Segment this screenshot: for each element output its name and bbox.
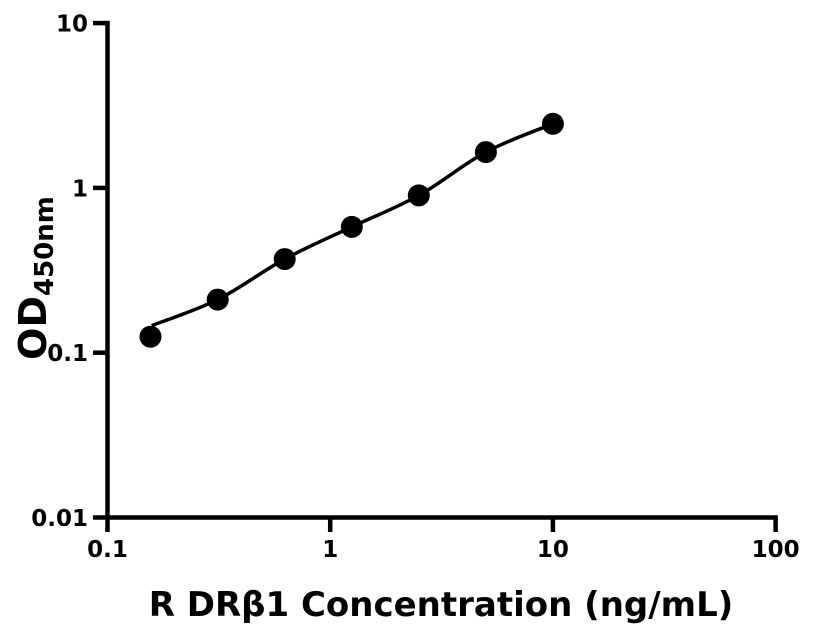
x-tick-label: 0.1: [87, 537, 128, 563]
data-point-marker: [340, 215, 363, 238]
y-tick-label: 10: [56, 12, 88, 38]
axes-layer: [93, 20, 778, 532]
x-axis-title: R DRβ1 Concentration (ng/mL): [149, 585, 734, 625]
x-tick-label: 10: [537, 537, 569, 563]
data-points-layer: [139, 112, 564, 348]
y-axis-title: OD450nm: [11, 196, 60, 360]
y-axis-title-subscript: 450nm: [30, 196, 60, 296]
y-axis-title-main: OD: [11, 296, 55, 360]
y-tick-label: 0.01: [31, 506, 88, 532]
y-tick-label: 1: [72, 176, 88, 202]
data-point-marker: [407, 184, 430, 207]
data-point-marker: [206, 288, 229, 311]
labels-layer: R DRβ1 Concentration (ng/mL) OD450nm 0.0…: [11, 12, 800, 625]
x-tick-label: 100: [752, 537, 800, 563]
data-point-marker: [474, 141, 497, 164]
data-point-marker: [541, 112, 564, 135]
y-tick-label: 0.1: [47, 341, 88, 367]
x-tick-label: 1: [322, 537, 338, 563]
data-point-marker: [139, 325, 162, 348]
data-point-marker: [273, 248, 296, 271]
